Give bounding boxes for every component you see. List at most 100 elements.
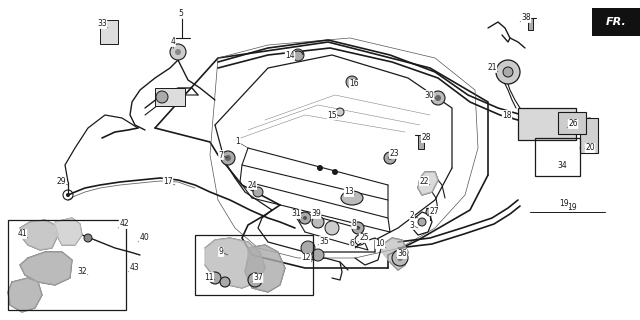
Text: 29: 29 bbox=[56, 178, 66, 187]
Text: 35: 35 bbox=[319, 236, 329, 245]
Text: 33: 33 bbox=[97, 20, 107, 28]
Text: 40: 40 bbox=[139, 234, 149, 243]
Circle shape bbox=[418, 218, 426, 226]
Text: 15: 15 bbox=[327, 110, 337, 119]
Polygon shape bbox=[20, 252, 72, 285]
Circle shape bbox=[221, 151, 235, 165]
Circle shape bbox=[356, 226, 360, 230]
Polygon shape bbox=[245, 245, 285, 292]
Text: 26: 26 bbox=[568, 119, 578, 129]
Bar bbox=[528, 18, 533, 30]
Circle shape bbox=[503, 67, 513, 77]
Bar bbox=[100, 20, 118, 44]
Polygon shape bbox=[382, 238, 408, 270]
Bar bbox=[155, 88, 185, 106]
Text: 42: 42 bbox=[119, 220, 129, 228]
Text: 39: 39 bbox=[311, 210, 321, 219]
Text: 14: 14 bbox=[285, 52, 295, 60]
Bar bbox=[592, 8, 640, 36]
Text: 38: 38 bbox=[521, 13, 531, 22]
Circle shape bbox=[156, 91, 168, 103]
Text: 24: 24 bbox=[247, 180, 257, 189]
Circle shape bbox=[253, 278, 257, 282]
Text: 5: 5 bbox=[179, 10, 184, 19]
Polygon shape bbox=[205, 238, 265, 288]
Text: 2: 2 bbox=[410, 211, 414, 220]
Text: 22: 22 bbox=[419, 177, 429, 186]
Text: 32: 32 bbox=[77, 268, 87, 276]
Text: 25: 25 bbox=[359, 234, 369, 243]
Circle shape bbox=[388, 156, 392, 160]
Text: 36: 36 bbox=[397, 250, 407, 259]
Circle shape bbox=[170, 44, 186, 60]
Bar bbox=[580, 118, 598, 153]
Circle shape bbox=[336, 108, 344, 116]
Circle shape bbox=[384, 152, 396, 164]
Bar bbox=[518, 108, 576, 140]
Text: 13: 13 bbox=[344, 188, 354, 196]
Text: 1: 1 bbox=[236, 138, 241, 147]
Polygon shape bbox=[418, 172, 438, 195]
Text: 28: 28 bbox=[421, 133, 431, 142]
Text: 4: 4 bbox=[171, 37, 175, 46]
Text: 30: 30 bbox=[424, 91, 434, 100]
Text: 19: 19 bbox=[567, 204, 577, 212]
Text: 6: 6 bbox=[349, 239, 355, 249]
Text: 11: 11 bbox=[204, 273, 214, 282]
Text: 23: 23 bbox=[389, 149, 399, 158]
Text: 3: 3 bbox=[410, 220, 415, 229]
Text: 7: 7 bbox=[219, 150, 223, 159]
Circle shape bbox=[312, 216, 324, 228]
Text: 34: 34 bbox=[557, 161, 567, 170]
Circle shape bbox=[220, 277, 230, 287]
Text: 31: 31 bbox=[291, 210, 301, 219]
Ellipse shape bbox=[341, 191, 363, 205]
Circle shape bbox=[303, 216, 307, 220]
Circle shape bbox=[312, 249, 324, 261]
Circle shape bbox=[346, 76, 358, 88]
Circle shape bbox=[299, 212, 311, 224]
Circle shape bbox=[84, 234, 92, 242]
Text: 16: 16 bbox=[349, 79, 359, 89]
Circle shape bbox=[248, 273, 262, 287]
Bar bbox=[558, 112, 586, 134]
Circle shape bbox=[292, 49, 304, 61]
Circle shape bbox=[352, 222, 364, 234]
Circle shape bbox=[435, 95, 441, 101]
Text: 10: 10 bbox=[375, 239, 385, 249]
Polygon shape bbox=[20, 220, 58, 250]
Bar bbox=[418, 135, 424, 149]
Circle shape bbox=[209, 272, 221, 284]
Bar bbox=[8, 220, 126, 310]
Circle shape bbox=[392, 250, 408, 266]
Polygon shape bbox=[8, 278, 42, 312]
Circle shape bbox=[317, 165, 323, 171]
Text: 27: 27 bbox=[429, 206, 439, 215]
Circle shape bbox=[175, 49, 181, 55]
Circle shape bbox=[431, 91, 445, 105]
Circle shape bbox=[426, 208, 434, 216]
Text: 43: 43 bbox=[129, 263, 139, 273]
Text: 20: 20 bbox=[585, 143, 595, 153]
Text: 41: 41 bbox=[17, 229, 27, 238]
Text: 19: 19 bbox=[559, 199, 569, 209]
Text: 18: 18 bbox=[502, 110, 512, 119]
Text: 37: 37 bbox=[253, 274, 263, 283]
Circle shape bbox=[253, 187, 263, 197]
Text: FR.: FR. bbox=[605, 17, 627, 27]
Circle shape bbox=[325, 221, 339, 235]
Text: 8: 8 bbox=[351, 220, 356, 228]
Circle shape bbox=[496, 60, 520, 84]
Text: 17: 17 bbox=[163, 178, 173, 187]
Circle shape bbox=[225, 155, 231, 161]
Bar bbox=[195, 235, 313, 295]
Circle shape bbox=[301, 241, 315, 255]
Circle shape bbox=[397, 255, 403, 261]
Circle shape bbox=[66, 193, 70, 197]
Polygon shape bbox=[55, 218, 82, 245]
Bar bbox=[535, 138, 580, 176]
Text: 21: 21 bbox=[487, 63, 497, 73]
Text: 12: 12 bbox=[301, 253, 311, 262]
Text: 9: 9 bbox=[219, 247, 223, 257]
Circle shape bbox=[332, 169, 338, 175]
